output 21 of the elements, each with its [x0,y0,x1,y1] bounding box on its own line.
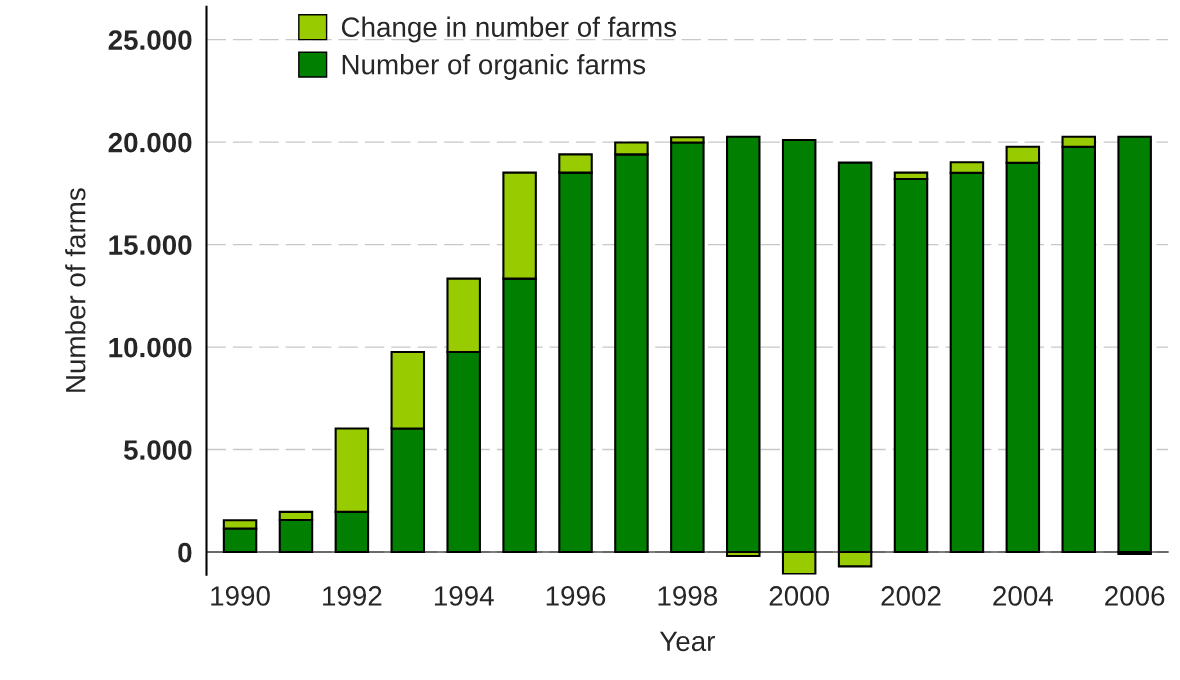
x-tick-label: 2000 [769,586,829,606]
y-tick-label: 25.000 [108,30,192,50]
bar [1117,135,1152,554]
y-tick-label: 20.000 [108,132,192,153]
x-tick-label: 1994 [434,586,494,606]
x-tick-label: 1990 [211,586,270,606]
x-tick-label: 2006 [1105,586,1165,606]
y-tick-label: 5.000 [123,440,192,460]
bar [726,135,761,554]
x-axis-title: Year [659,631,715,652]
x-tick-label: 1996 [546,586,606,606]
y-axis-title: Number of farms [65,188,86,392]
x-tick-label: 2002 [881,586,941,606]
legend-label: Number of organic farms [342,54,646,80]
legend-label: Change in number of farms [341,16,677,43]
y-tick-label: 0 [178,542,192,563]
x-tick-label: 1998 [658,586,718,606]
y-tick-label: 15.000 [109,235,192,255]
x-tick-label: 1992 [323,586,382,606]
x-tick-label: 2004 [993,586,1053,606]
y-tick-label: 10.000 [109,337,192,358]
